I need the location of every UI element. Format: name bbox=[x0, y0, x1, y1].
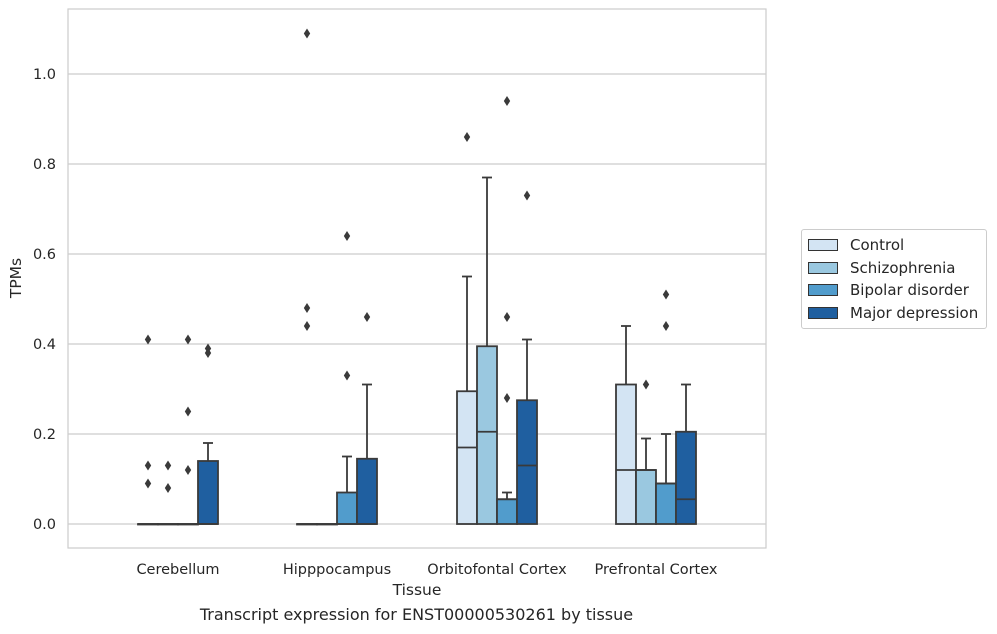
box-major-depression bbox=[197, 343, 219, 525]
outlier-point bbox=[303, 303, 311, 313]
legend-swatch bbox=[808, 306, 838, 319]
box-body bbox=[635, 469, 657, 525]
outlier-point bbox=[343, 370, 351, 381]
legend-item: Bipolar disorder bbox=[808, 279, 980, 302]
legend-item: Control bbox=[808, 234, 980, 257]
box-schizophrenia bbox=[316, 523, 338, 526]
outlier-point bbox=[303, 28, 311, 39]
y-tick-label: 0.0 bbox=[33, 517, 56, 533]
outlier-point bbox=[662, 321, 670, 331]
box-groups bbox=[137, 28, 697, 526]
outlier-point bbox=[184, 334, 192, 345]
box-control bbox=[456, 132, 478, 525]
box-body bbox=[675, 430, 697, 525]
box-bipolar-disorder bbox=[496, 96, 518, 525]
y-tick-label: 0.6 bbox=[33, 247, 56, 263]
box-major-depression bbox=[516, 190, 538, 525]
outlier-point bbox=[144, 478, 152, 489]
legend-label: Major depression bbox=[850, 303, 979, 322]
outlier-point bbox=[204, 348, 212, 358]
legend-swatch bbox=[808, 261, 838, 274]
legend-swatch bbox=[808, 284, 838, 297]
outlier-point bbox=[503, 393, 511, 403]
box-bipolar-disorder bbox=[336, 231, 358, 525]
plot-frame bbox=[67, 8, 767, 549]
legend-swatch bbox=[808, 239, 838, 252]
box-body bbox=[456, 390, 478, 525]
outlier-point bbox=[164, 460, 172, 471]
box-body bbox=[496, 498, 518, 525]
legend-label: Schizophrenia bbox=[850, 258, 956, 277]
legend-item: Major depression bbox=[808, 302, 980, 325]
outlier-point bbox=[503, 96, 511, 106]
x-tick-label: Orbitofontal Cortex bbox=[427, 562, 567, 578]
outlier-point bbox=[463, 132, 471, 142]
box-body bbox=[655, 482, 677, 525]
box-schizophrenia bbox=[157, 460, 179, 526]
x-tick-label: Hipppocampus bbox=[283, 562, 391, 578]
outlier-point bbox=[144, 460, 152, 471]
box-body bbox=[356, 457, 378, 525]
box-control bbox=[615, 325, 637, 525]
box-bipolar-disorder bbox=[177, 334, 199, 526]
y-tick-label: 0.8 bbox=[33, 157, 56, 173]
y-tick-label: 1.0 bbox=[33, 67, 56, 83]
box-body bbox=[615, 383, 637, 525]
legend: Control Schizophrenia Bipolar disorder Majo… bbox=[801, 229, 987, 329]
outlier-point bbox=[184, 406, 192, 417]
legend-item: Schizophrenia bbox=[808, 257, 980, 280]
y-tick-label: 0.4 bbox=[33, 337, 56, 353]
box-body bbox=[197, 460, 219, 525]
y-tick-label: 0.2 bbox=[33, 427, 56, 443]
box-control bbox=[296, 28, 318, 526]
x-tick-labels: Cerebellum Hipppocampus Orbitofontal Corte… bbox=[136, 562, 717, 578]
box-major-depression bbox=[356, 312, 378, 525]
outlier-point bbox=[523, 190, 531, 201]
outlier-point bbox=[503, 312, 511, 322]
box-control bbox=[137, 334, 159, 526]
y-axis-title: TPMs bbox=[7, 258, 25, 299]
outlier-point bbox=[303, 321, 311, 331]
x-tick-label: Prefrontal Cortex bbox=[595, 562, 718, 578]
y-tick-labels: 0.0 0.2 0.4 0.6 0.8 1.0 bbox=[33, 67, 56, 533]
x-axis-title: Tissue bbox=[392, 581, 442, 599]
outlier-point bbox=[144, 334, 152, 345]
outlier-point bbox=[363, 312, 371, 322]
box-body bbox=[516, 399, 538, 525]
box-schizophrenia bbox=[476, 176, 498, 525]
outlier-point bbox=[662, 289, 670, 300]
box-schizophrenia bbox=[635, 379, 657, 525]
legend-label: Bipolar disorder bbox=[850, 281, 969, 300]
grid-lines bbox=[68, 73, 766, 525]
legend-label: Control bbox=[850, 236, 905, 255]
outlier-point bbox=[642, 379, 650, 390]
box-major-depression bbox=[675, 383, 697, 525]
figure-caption: Transcript expression for ENST0000053026… bbox=[199, 605, 634, 624]
outlier-point bbox=[184, 465, 192, 475]
box-body bbox=[476, 345, 498, 525]
box-body bbox=[336, 491, 358, 525]
box-bipolar-disorder bbox=[655, 289, 677, 525]
outlier-point bbox=[343, 231, 351, 241]
outlier-point bbox=[164, 483, 172, 493]
x-tick-label: Cerebellum bbox=[136, 562, 219, 578]
